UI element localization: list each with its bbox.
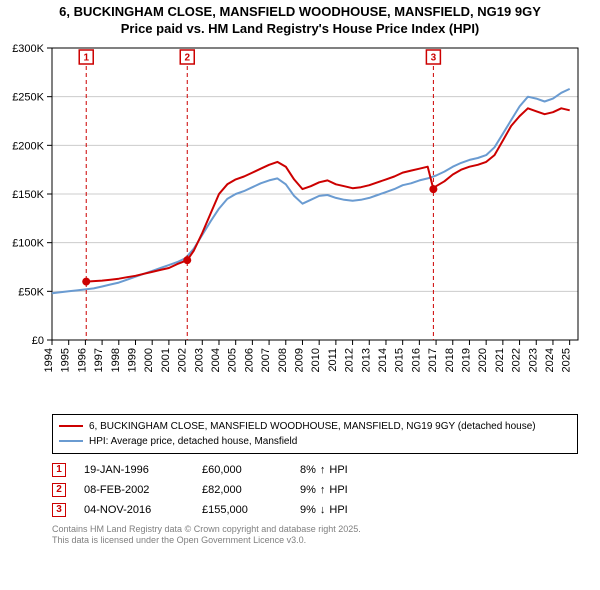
events-table: 1 19-JAN-1996 £60,000 8% ↑ HPI 2 08-FEB-…	[52, 460, 578, 520]
legend-label: HPI: Average price, detached house, Mans…	[89, 434, 297, 449]
svg-text:2006: 2006	[243, 348, 255, 372]
svg-text:2000: 2000	[143, 348, 155, 372]
svg-text:2012: 2012	[344, 348, 356, 372]
attribution: Contains HM Land Registry data © Crown c…	[52, 524, 578, 547]
svg-text:2013: 2013	[360, 348, 372, 372]
svg-text:2009: 2009	[293, 348, 305, 372]
svg-text:2014: 2014	[377, 348, 389, 372]
svg-text:£300K: £300K	[12, 43, 44, 55]
svg-text:1997: 1997	[93, 348, 105, 372]
chart-title-block: 6, BUCKINGHAM CLOSE, MANSFIELD WOODHOUSE…	[0, 0, 600, 40]
attribution-line: Contains HM Land Registry data © Crown c…	[52, 524, 578, 536]
svg-text:2011: 2011	[327, 348, 339, 372]
legend-label: 6, BUCKINGHAM CLOSE, MANSFIELD WOODHOUSE…	[89, 419, 536, 434]
svg-text:2022: 2022	[511, 348, 523, 372]
attribution-line: This data is licensed under the Open Gov…	[52, 535, 578, 547]
event-pct: 8% ↑ HPI	[300, 464, 348, 476]
legend: 6, BUCKINGHAM CLOSE, MANSFIELD WOODHOUSE…	[52, 414, 578, 454]
svg-text:2019: 2019	[460, 348, 472, 372]
svg-text:2017: 2017	[427, 348, 439, 372]
svg-text:1994: 1994	[43, 348, 55, 372]
legend-swatch	[59, 440, 83, 442]
svg-text:2016: 2016	[410, 348, 422, 372]
svg-text:2008: 2008	[277, 348, 289, 372]
svg-text:1996: 1996	[76, 348, 88, 372]
svg-text:3: 3	[431, 52, 437, 63]
svg-text:£0: £0	[32, 335, 44, 347]
svg-text:2020: 2020	[477, 348, 489, 372]
event-marker-box: 2	[52, 483, 66, 497]
event-marker-box: 3	[52, 503, 66, 517]
event-price: £60,000	[202, 464, 282, 476]
event-row: 1 19-JAN-1996 £60,000 8% ↑ HPI	[52, 460, 578, 480]
event-date: 08-FEB-2002	[84, 484, 184, 496]
arrow-up-icon: ↑	[320, 484, 326, 496]
svg-text:2023: 2023	[527, 348, 539, 372]
event-date: 04-NOV-2016	[84, 504, 184, 516]
event-row: 3 04-NOV-2016 £155,000 9% ↓ HPI	[52, 500, 578, 520]
event-date: 19-JAN-1996	[84, 464, 184, 476]
svg-text:2003: 2003	[193, 348, 205, 372]
event-pct: 9% ↓ HPI	[300, 504, 348, 516]
svg-text:2004: 2004	[210, 348, 222, 372]
legend-item: HPI: Average price, detached house, Mans…	[59, 434, 571, 449]
svg-text:2001: 2001	[160, 348, 172, 372]
line-chart-svg: £0 £50K £100K £150K £200K £250K £300K 1994 1995 1…	[0, 40, 600, 410]
svg-text:2018: 2018	[444, 348, 456, 372]
legend-swatch	[59, 425, 83, 427]
svg-text:1998: 1998	[110, 348, 122, 372]
svg-text:£100K: £100K	[12, 237, 44, 249]
legend-item: 6, BUCKINGHAM CLOSE, MANSFIELD WOODHOUSE…	[59, 419, 571, 434]
svg-text:2021: 2021	[494, 348, 506, 372]
svg-text:£50K: £50K	[18, 286, 44, 298]
svg-text:2024: 2024	[544, 348, 556, 372]
event-marker-box: 1	[52, 463, 66, 477]
svg-text:£150K: £150K	[12, 189, 44, 201]
arrow-up-icon: ↑	[320, 464, 326, 476]
svg-text:2015: 2015	[394, 348, 406, 372]
chart-area: £0 £50K £100K £150K £200K £250K £300K 1994 1995 1…	[0, 40, 600, 410]
title-line-2: Price paid vs. HM Land Registry's House …	[8, 21, 592, 38]
event-row: 2 08-FEB-2002 £82,000 9% ↑ HPI	[52, 480, 578, 500]
event-price: £82,000	[202, 484, 282, 496]
title-line-1: 6, BUCKINGHAM CLOSE, MANSFIELD WOODHOUSE…	[8, 4, 592, 21]
arrow-down-icon: ↓	[320, 504, 326, 516]
svg-text:2025: 2025	[561, 348, 573, 372]
svg-text:£200K: £200K	[12, 140, 44, 152]
svg-text:1999: 1999	[126, 348, 138, 372]
svg-text:2: 2	[184, 52, 190, 63]
svg-text:2005: 2005	[227, 348, 239, 372]
svg-text:1: 1	[83, 52, 89, 63]
event-price: £155,000	[202, 504, 282, 516]
svg-text:2002: 2002	[177, 348, 189, 372]
svg-text:£250K: £250K	[12, 91, 44, 103]
svg-text:2007: 2007	[260, 348, 272, 372]
svg-text:1995: 1995	[60, 348, 72, 372]
event-pct: 9% ↑ HPI	[300, 484, 348, 496]
svg-text:2010: 2010	[310, 348, 322, 372]
